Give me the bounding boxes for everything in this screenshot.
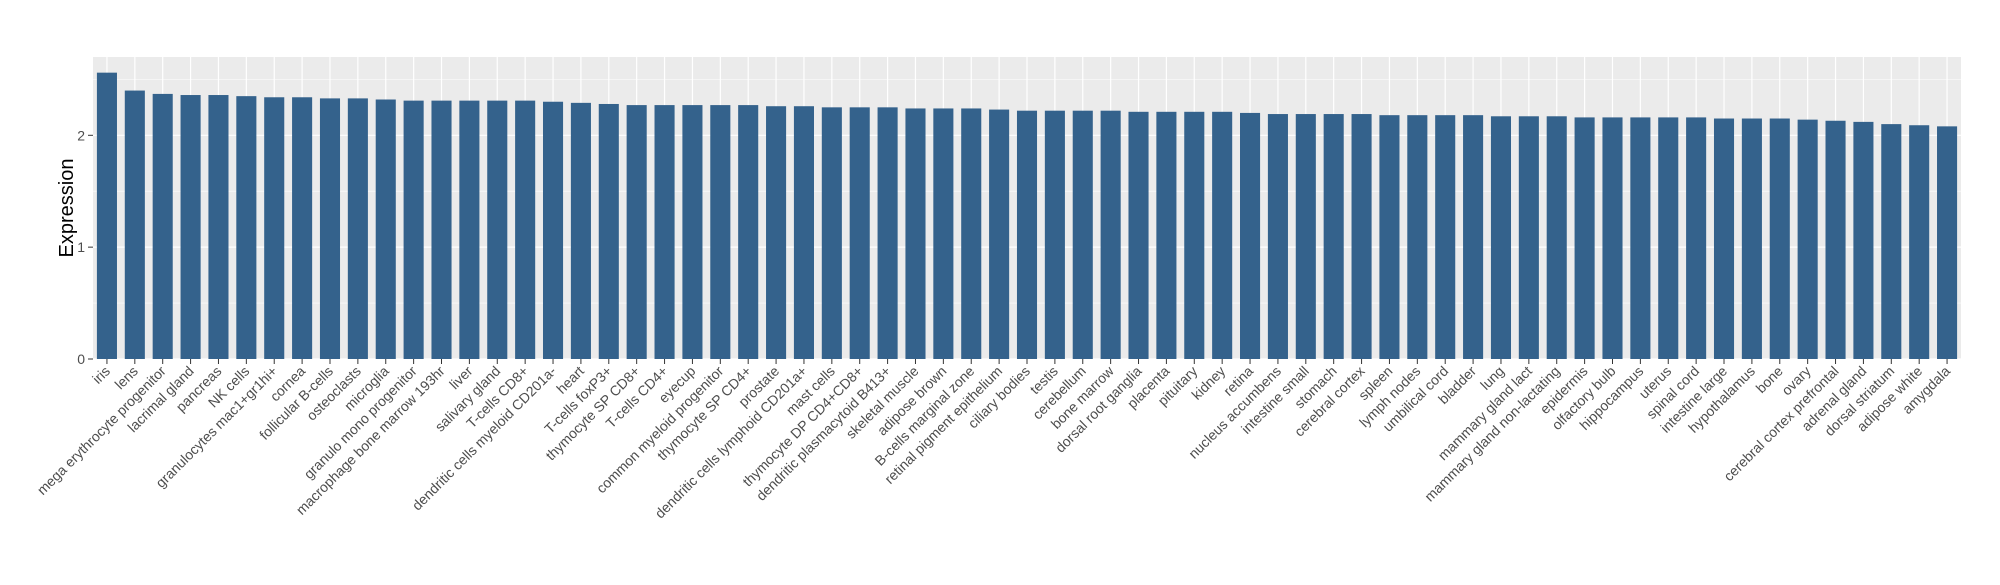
bar [264,97,285,360]
bar [989,109,1010,359]
bar [598,103,619,359]
bar [710,105,731,359]
bar [1379,115,1400,359]
bar [1463,115,1484,359]
bar [961,108,982,360]
bars [96,72,1958,360]
bar [905,108,926,360]
bar [682,105,703,359]
bar [793,106,814,359]
bar [570,102,591,360]
bar [515,100,536,359]
bar [1128,111,1149,360]
bar [180,95,201,359]
bar [1769,118,1790,359]
bar [96,72,117,360]
bar [1546,116,1567,359]
bar [654,105,675,359]
bar [1295,114,1316,360]
bar [1323,114,1344,360]
y-axis-ticks: 0 1 2 [77,127,93,367]
bar [1937,126,1958,359]
bar [1016,110,1038,359]
bar [1630,117,1651,360]
bar [1407,115,1428,359]
bar [124,90,145,360]
y-tick-label: 0 [77,351,85,367]
bar [1741,118,1762,359]
bar [766,106,787,359]
bar [1212,111,1233,360]
bar [152,93,173,360]
bar [459,100,480,359]
bar [1686,117,1707,360]
bar [1490,116,1512,359]
bar [1100,110,1121,359]
bar [347,98,368,359]
y-tick-label: 2 [77,127,85,143]
bar [403,100,424,359]
bar [1156,111,1177,360]
bar [1713,118,1735,359]
bar [933,108,954,360]
bar [1909,125,1930,359]
bar [821,107,842,359]
bar [877,107,898,359]
bar [1574,117,1595,360]
bar [319,98,341,359]
bar [1825,120,1846,359]
bar [1881,124,1902,359]
bar [1602,117,1623,360]
bar [542,101,564,360]
bar [1072,110,1093,359]
bar [292,97,313,360]
bar [375,99,396,360]
bar [431,100,452,359]
y-tick-label: 1 [77,239,85,255]
bar [849,107,870,359]
bar [1435,115,1456,359]
y-axis-title: Expression [56,159,78,258]
bar [1853,121,1874,359]
bar [1518,116,1539,359]
bar [487,100,508,359]
bar [208,95,229,359]
bar [1267,114,1288,360]
bar [626,105,647,359]
bar [738,105,759,359]
bar [1240,112,1261,359]
bar [236,96,257,360]
x-tick-label: iris [89,363,113,387]
bar [1658,117,1679,360]
bar [1797,119,1818,359]
bar [1184,111,1205,360]
bar [1044,110,1065,359]
bar [1351,114,1372,360]
